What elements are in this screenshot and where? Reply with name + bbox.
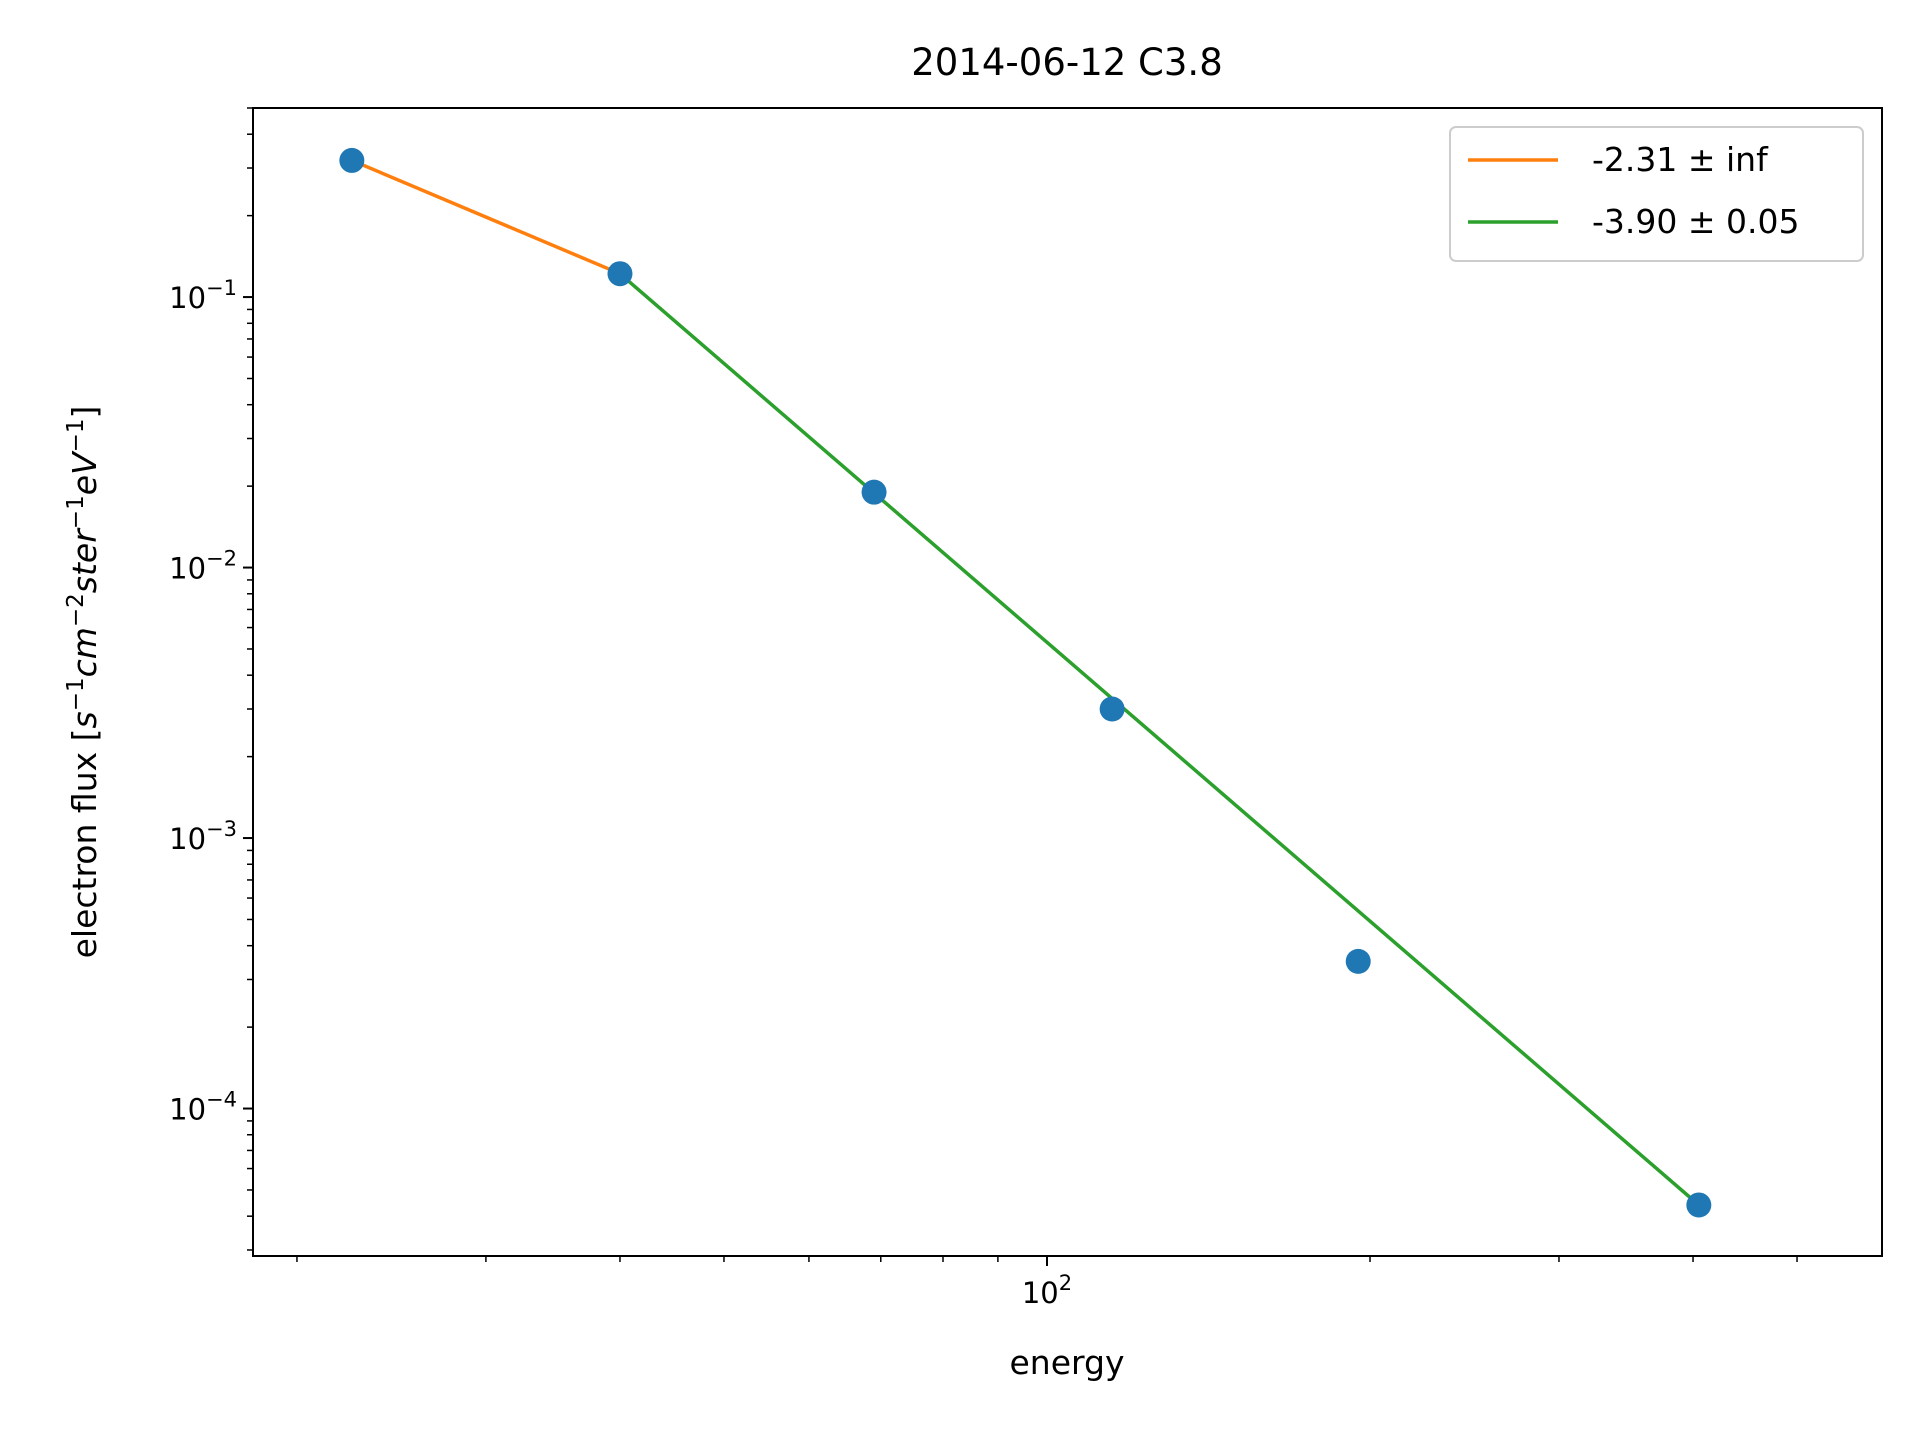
data-point: [1099, 696, 1125, 722]
y-axis-label-unit: s−1cm−2ster−1eV−1: [63, 418, 104, 728]
unit-symbol: ster: [65, 527, 104, 593]
plot-frame: [252, 107, 1883, 1257]
data-point: [339, 147, 365, 173]
y-axis-label-base: electron flux [: [65, 729, 104, 959]
y-axis-label-close: ]: [65, 406, 104, 419]
y-tick-label: 10−4: [169, 1088, 237, 1127]
unit-exponent: −1: [63, 495, 89, 529]
data-point: [1686, 1192, 1712, 1218]
fit-lines: [351, 158, 1700, 1207]
data-point: [607, 261, 633, 287]
unit-symbol: cm: [65, 627, 104, 677]
fit-line: [351, 158, 621, 276]
legend-label: -3.90 ± 0.05: [1592, 202, 1800, 241]
fit-line: [618, 272, 1700, 1207]
unit-exponent: −1: [63, 677, 89, 711]
x-tick-label: 102: [1022, 1271, 1072, 1310]
y-axis-label: electron flux [s−1cm−2ster−1eV−1]: [63, 406, 104, 959]
legend: -2.31 ± inf -3.90 ± 0.05: [1449, 126, 1864, 262]
data-point: [1345, 948, 1371, 974]
legend-label: -2.31 ± inf: [1592, 140, 1769, 179]
x-axis-label: energy: [1010, 1343, 1125, 1382]
x-axis-ticks: 102: [296, 1256, 1798, 1310]
unit-exponent: −1: [63, 418, 89, 452]
y-axis-ticks: 10−1 10−2 10−3 10−4: [169, 107, 253, 1251]
y-tick-label: 10−3: [169, 817, 237, 856]
unit-symbol: s: [65, 711, 104, 728]
chart-title: 2014-06-12 C3.8: [911, 41, 1222, 84]
data-points: [339, 147, 1712, 1218]
unit-exponent: −2: [63, 593, 89, 627]
unit-symbol: eV: [65, 450, 104, 495]
y-tick-label: 10−2: [169, 547, 237, 586]
data-point: [861, 479, 887, 505]
y-tick-label: 10−1: [169, 276, 237, 315]
